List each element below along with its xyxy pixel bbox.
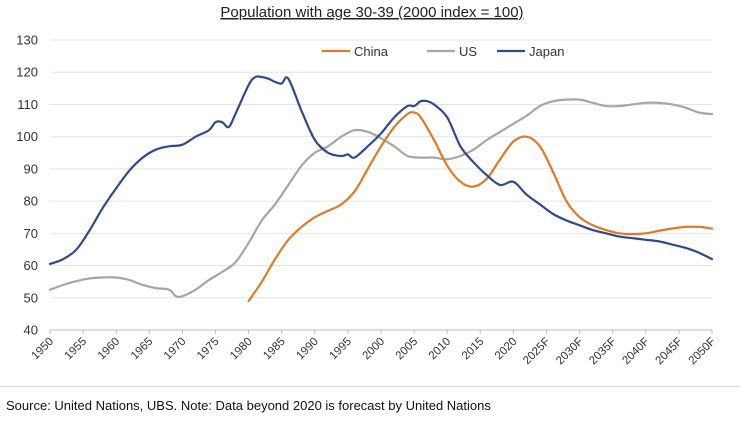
x-tick-label: 2030F <box>554 336 586 368</box>
series-line-china <box>247 111 714 303</box>
x-tick-label: 2035F <box>587 336 619 368</box>
y-axis: 40 50 60 70 80 90 100 110 120 130 <box>16 33 38 338</box>
x-tick-label: 1970 <box>162 336 189 363</box>
y-tick-label: 130 <box>16 33 38 48</box>
y-tick-label: 40 <box>24 323 38 338</box>
series-line-us <box>48 98 714 299</box>
x-tick-label: 2000 <box>361 336 388 363</box>
x-tick-label: 1990 <box>294 336 321 363</box>
y-tick-label: 60 <box>24 258 38 273</box>
y-tick-label: 80 <box>24 194 38 209</box>
x-tick-label: 1955 <box>63 336 90 363</box>
chart-title: Population with age 30-39 (2000 index = … <box>220 4 523 21</box>
line-chart: Population with age 30-39 (2000 index = … <box>16 4 719 368</box>
x-tick-label: 2040F <box>620 336 652 368</box>
x-tick-label: 2015 <box>460 336 487 363</box>
legend-label-china: China <box>354 44 389 59</box>
x-tick-label: 2020 <box>493 336 520 363</box>
y-tick-label: 70 <box>24 226 38 241</box>
x-tick-label: 2050F <box>687 336 719 368</box>
legend: China US Japan <box>322 44 564 59</box>
x-tick-label: 1995 <box>327 336 354 363</box>
x-tick-label: 1985 <box>261 336 288 363</box>
legend-label-japan: Japan <box>529 44 564 59</box>
divider <box>0 386 740 387</box>
y-tick-label: 50 <box>24 290 38 305</box>
x-tick-label: 2045F <box>653 336 685 368</box>
x-tick-label: 1975 <box>195 336 222 363</box>
x-tick-label: 1965 <box>129 336 156 363</box>
x-tick-label: 2005 <box>394 336 421 363</box>
gridlines <box>50 39 712 331</box>
x-axis: 1950 1955 1960 1965 1970 1975 1980 1985 1990 1995… <box>30 330 719 368</box>
y-tick-label: 120 <box>16 65 38 80</box>
y-tick-label: 110 <box>17 97 38 112</box>
y-tick-label: 90 <box>24 161 38 176</box>
y-tick-label: 100 <box>16 129 38 144</box>
source-note: Source: United Nations, UBS. Note: Data … <box>6 398 491 413</box>
x-tick-label: 2025F <box>521 336 553 368</box>
series-line-japan <box>48 75 714 266</box>
x-tick-label: 1980 <box>228 336 255 363</box>
x-tick-label: 1950 <box>30 336 57 363</box>
series-lines <box>48 75 714 303</box>
x-tick-label: 2010 <box>427 336 454 363</box>
legend-label-us: US <box>459 44 477 59</box>
x-tick-label: 1960 <box>96 336 123 363</box>
